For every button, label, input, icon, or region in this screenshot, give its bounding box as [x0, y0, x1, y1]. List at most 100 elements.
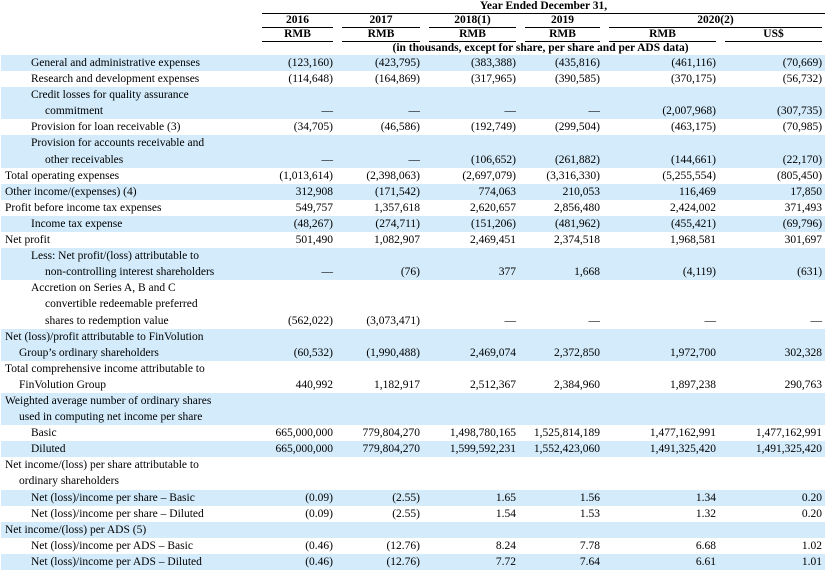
label-line: Diluted	[31, 443, 66, 456]
value-cell: —	[423, 87, 519, 120]
value-cell: (106,652)	[423, 135, 519, 168]
year: 2018(1)	[429, 14, 516, 28]
value-cell: (3,073,471)	[366, 314, 420, 327]
table-row: Net profit 501,490 1,082,907 2,469,451 2,374…	[1, 232, 825, 248]
table-row: Less: Net profit/(loss) attributable to n…	[1, 248, 826, 281]
value-cell: 1,525,814,189	[533, 427, 600, 440]
value-cell: 2,469,074	[423, 328, 519, 361]
label-line: Net profit	[5, 234, 51, 247]
value-cell: 312,908	[256, 183, 336, 200]
table-row: Net (loss)/income per share – Diluted (0.…	[1, 506, 825, 522]
row-label: Provision for loan receivable (3)	[1, 119, 256, 135]
label-line: used in computing net income per share	[19, 411, 203, 424]
label-line: Net (loss)/profit attributable to FinVol…	[5, 330, 204, 343]
currency: RMB	[262, 28, 333, 42]
value-cell: (46,586)	[380, 121, 420, 134]
value-cell: (70,669)	[719, 55, 826, 72]
value-cell: 2,384,960	[554, 378, 600, 391]
value-cell: 2,424,002	[670, 201, 716, 214]
table-row: Diluted 665,000,000 779,804,270 1,599,592,2…	[1, 441, 826, 458]
year-cell: 2016	[256, 14, 336, 28]
value-cell: (317,965)	[470, 73, 516, 86]
value-cell: (423,795)	[336, 55, 423, 72]
row-label: Net (loss)/income per share – Diluted	[1, 506, 256, 522]
row-label: Research and development expenses	[1, 71, 256, 87]
value-cell: —	[336, 87, 423, 120]
row-label: Provision for accounts receivable and oth…	[1, 135, 256, 168]
value-cell: —	[519, 87, 603, 120]
value-cell: 371,493	[784, 201, 823, 214]
value-cell: 1,082,907	[374, 234, 420, 247]
value-cell: (2.55)	[392, 507, 420, 520]
row-label: Diluted	[1, 441, 256, 458]
label-line: Net income/(loss) per ADS (5)	[5, 523, 147, 536]
value-cell: —	[256, 248, 336, 281]
value-cell: 1,897,238	[670, 378, 716, 391]
label-line: Income tax expense	[31, 217, 123, 230]
value-cell: 774,063	[423, 183, 519, 200]
value-cell: 0.20	[801, 507, 823, 520]
value-cell: (481,962)	[519, 215, 603, 233]
row-label: Less: Net profit/(loss) attributable to n…	[1, 248, 256, 281]
year: 2019	[525, 14, 600, 28]
value-cell: 1.34	[603, 489, 719, 506]
label-line: Basic	[31, 427, 57, 440]
value-cell: 1,552,423,060	[519, 441, 603, 458]
year-cell: 2019	[519, 14, 603, 28]
label-line: Net (loss)/income per share – Basic	[31, 491, 195, 504]
row-label: Total comprehensive income attributable …	[1, 361, 256, 393]
value-cell: (4,119)	[603, 248, 719, 281]
value-cell: 1,968,581	[670, 234, 716, 247]
value-cell: (144,661)	[603, 135, 719, 168]
table-row: Other income/(expenses) (4) 312,908 (171,5…	[1, 183, 826, 200]
value-cell: 1,972,700	[603, 328, 719, 361]
year-cell: 2017	[336, 14, 423, 28]
value-cell: (2,697,079)	[462, 169, 516, 182]
value-cell: (383,388)	[423, 55, 519, 72]
table-row: Total operating expenses (1,013,614) (2,39…	[1, 168, 825, 184]
value-cell	[336, 521, 423, 538]
value-cell: 2,620,657	[470, 201, 516, 214]
value-cell: —	[810, 314, 823, 327]
label-line: Research and development expenses	[31, 73, 200, 86]
value-cell	[519, 457, 603, 489]
value-cell	[336, 392, 423, 426]
label-line: Provision for loan receivable (3)	[31, 121, 181, 134]
value-cell	[423, 457, 519, 489]
row-label: Net (loss)/income per share – Basic	[1, 489, 256, 506]
value-cell: 1,477,162,991	[755, 427, 823, 440]
value-cell: (48,267)	[256, 215, 336, 233]
value-cell: (5,255,554)	[662, 169, 716, 182]
label-line: Group’s ordinary shareholders	[19, 346, 159, 359]
value-cell: (69,796)	[719, 215, 826, 233]
value-cell: 1,599,592,231	[423, 441, 519, 458]
value-cell: (463,175)	[670, 121, 716, 134]
table-row: Net (loss)/income per ADS – Basic (0.46) (…	[1, 538, 825, 554]
label-line: non-controlling interest shareholders	[45, 266, 215, 279]
currency-cell: RMB	[519, 28, 603, 42]
label-line: shares to redemption value	[45, 314, 169, 327]
row-label: Other income/(expenses) (4)	[1, 183, 256, 200]
value-cell	[603, 521, 719, 538]
value-cell: (390,585)	[554, 73, 600, 86]
row-label: Net profit	[1, 232, 256, 248]
currency: RMB	[342, 28, 420, 42]
value-cell: (370,175)	[670, 73, 716, 86]
label-line: General and administrative expenses	[31, 57, 200, 69]
table-row: Weighted average number of ordinary shar…	[1, 392, 826, 426]
value-cell: 1,491,325,420	[603, 441, 719, 458]
value-cell	[256, 521, 336, 538]
table-row: Provision for accounts receivable and oth…	[1, 135, 826, 168]
value-cell: 6.61	[603, 553, 719, 570]
table-row: Credit losses for quality assurance commi…	[1, 87, 826, 120]
value-cell: 549,757	[295, 201, 333, 214]
value-cell: 2,469,451	[470, 234, 516, 247]
value-cell: (192,749)	[470, 121, 516, 134]
value-cell: (631)	[719, 248, 826, 281]
value-cell	[603, 457, 719, 489]
value-cell: 290,763	[784, 378, 823, 391]
value-cell: —	[256, 135, 336, 168]
table-row: Net (loss)/income per share – Basic (0.09…	[1, 489, 826, 506]
